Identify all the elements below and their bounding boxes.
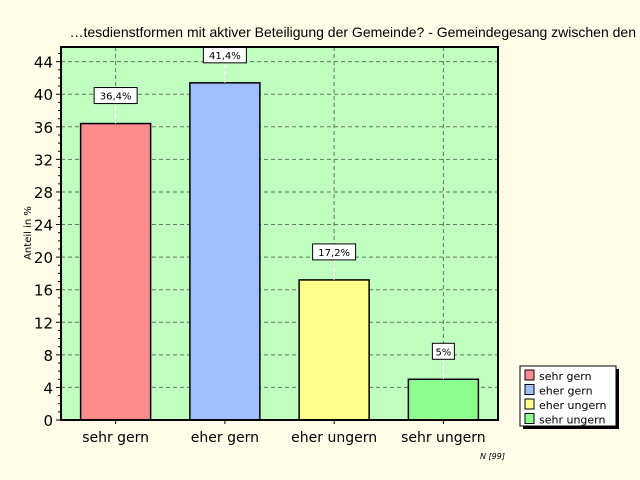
y-tick-label: 24 xyxy=(34,217,53,235)
y-tick-label: 4 xyxy=(43,379,53,397)
legend-entry: sehr gern xyxy=(539,370,592,383)
y-tick-label: 28 xyxy=(34,184,53,202)
y-tick-label: 16 xyxy=(34,282,53,300)
legend-entry: eher gern xyxy=(539,385,593,398)
data-label-box xyxy=(431,342,455,360)
legend-entry: sehr ungern xyxy=(539,414,606,427)
legend-swatch xyxy=(524,413,535,424)
y-tick-label: 12 xyxy=(34,314,53,332)
y-tick-label: 44 xyxy=(34,54,53,72)
y-tick-label: 8 xyxy=(43,347,53,365)
y-tick-label: 36 xyxy=(34,119,53,137)
bar-eher-gern xyxy=(189,82,261,421)
x-tick-label: eher ungern xyxy=(291,430,377,446)
legend-entry: eher ungern xyxy=(539,399,607,412)
x-tick-label: eher gern xyxy=(191,430,259,446)
data-label: 36,4% xyxy=(100,92,132,103)
y-tick-label: 40 xyxy=(34,86,53,104)
bar-eher-ungern xyxy=(298,279,370,421)
y-tick-label: 20 xyxy=(34,249,53,267)
plot-frame xyxy=(60,46,499,421)
data-label: 17,2% xyxy=(318,248,350,259)
data-label-box xyxy=(312,243,357,261)
bar-sehr-gern xyxy=(79,122,152,421)
chart-title: …tesdienstformen mit aktiver Beteiligung… xyxy=(69,24,636,40)
footnote: N [99] xyxy=(480,452,505,461)
data-label: 41,4% xyxy=(209,51,241,62)
y-tick-label: 32 xyxy=(34,151,53,169)
legend xyxy=(519,365,617,427)
legend-swatch xyxy=(524,398,535,410)
data-label-box xyxy=(93,87,138,105)
x-tick-label: sehr ungern xyxy=(401,430,486,446)
data-label: 5% xyxy=(435,347,451,358)
x-tick-label: sehr gern xyxy=(82,430,149,446)
y-tick-label: 0 xyxy=(43,412,53,430)
legend-swatch xyxy=(524,369,535,381)
legend-swatch xyxy=(524,384,535,395)
bar-sehr-ungern xyxy=(407,378,480,421)
y-axis-label: Anteil in % xyxy=(23,206,34,260)
